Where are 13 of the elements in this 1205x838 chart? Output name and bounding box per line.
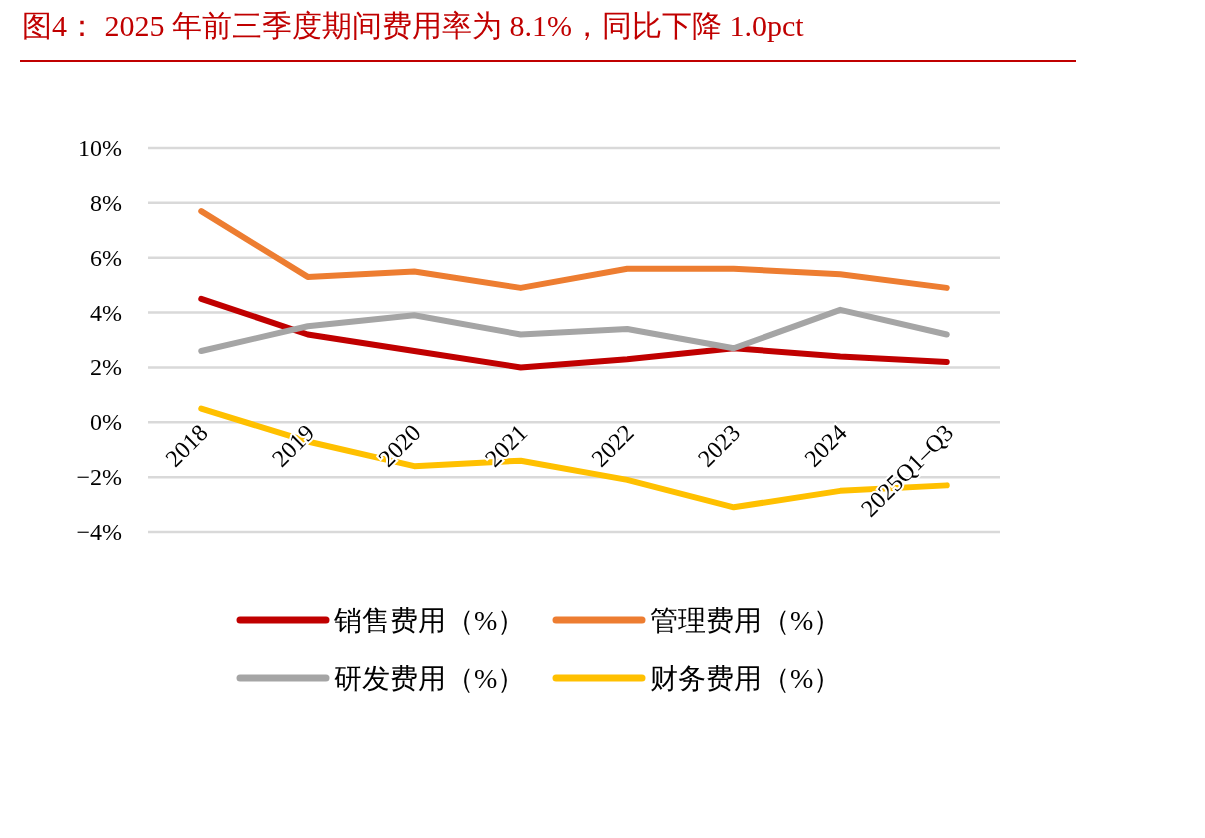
y-tick-label: −4% [76,519,122,545]
y-tick-label: 6% [90,244,122,271]
y-tick-label: 4% [90,299,122,326]
legend-label: 财务费用（%） [650,663,842,694]
y-tick-label: −2% [76,464,122,491]
y-tick-label: 8% [90,189,122,216]
legend-label: 管理费用（%） [650,605,842,636]
chart-title: 图4： 2025 年前三季度期间费用率为 8.1%，同比下降 1.0pct [22,9,805,42]
y-tick-label: 10% [78,135,122,161]
legend-label: 销售费用（%） [333,605,526,636]
y-tick-label: 0% [90,409,122,436]
legend-label: 研发费用（%） [334,663,526,694]
y-tick-label: 2% [90,354,122,381]
